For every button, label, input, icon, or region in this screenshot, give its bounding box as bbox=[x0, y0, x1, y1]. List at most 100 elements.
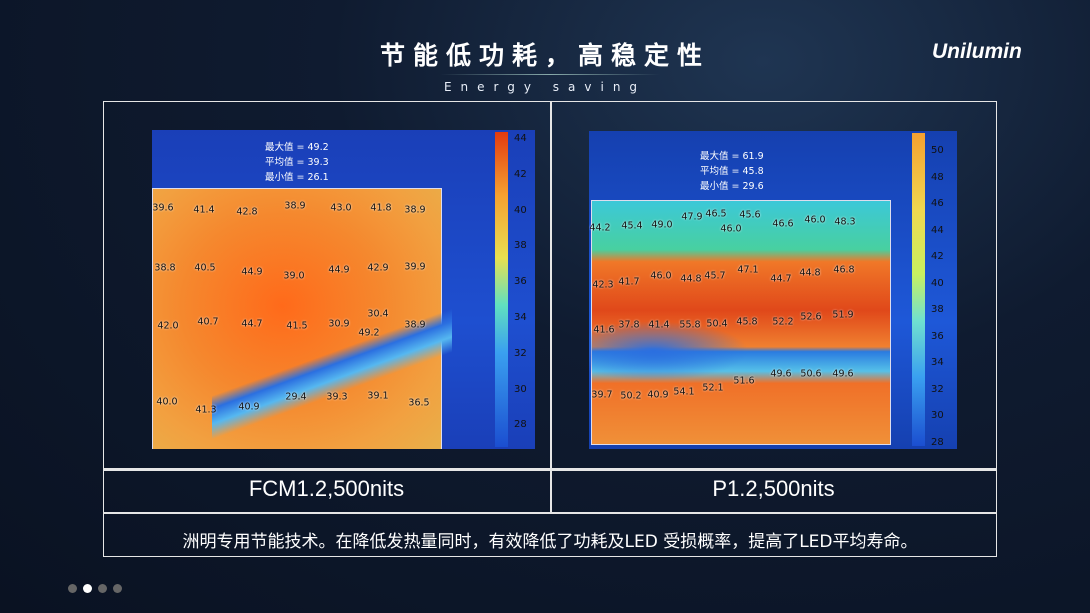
scale-tick: 42 bbox=[931, 251, 944, 262]
spot-label: 50.4 bbox=[706, 318, 728, 330]
spot-label: 49.6 bbox=[832, 368, 854, 380]
panel-label: P1.2,500nits bbox=[712, 476, 835, 501]
spot-label: 46.5 bbox=[705, 208, 727, 220]
spot-label: 39.6 bbox=[152, 202, 174, 214]
spot-label: 39.9 bbox=[404, 261, 426, 273]
spot-label: 50.2 bbox=[620, 390, 642, 402]
scale-tick: 34 bbox=[931, 357, 944, 368]
spot-label: 39.7 bbox=[591, 389, 613, 401]
spot-label: 30.9 bbox=[328, 318, 350, 330]
spot-label: 55.8 bbox=[679, 319, 701, 331]
page-dot[interactable] bbox=[68, 584, 77, 593]
page-dot[interactable] bbox=[113, 584, 122, 593]
spot-label: 38.9 bbox=[404, 204, 426, 216]
logo: Unilumin bbox=[932, 40, 1022, 63]
scale-tick: 38 bbox=[931, 304, 944, 315]
scale-tick: 32 bbox=[931, 383, 944, 395]
stat-label: 最小值 = 26.1 bbox=[265, 172, 329, 183]
spot-label: 46.8 bbox=[833, 264, 855, 276]
scale-tick: 28 bbox=[514, 419, 527, 431]
page-dot[interactable] bbox=[83, 584, 92, 593]
spot-label: 44.7 bbox=[770, 273, 792, 285]
spot-label: 38.8 bbox=[154, 262, 176, 274]
spot-label: 48.3 bbox=[834, 216, 856, 228]
spot-label: 54.1 bbox=[673, 386, 695, 398]
thermal-image: 最大值 = 61.9 平均值 = 45.8 最小值 = 29.6 50 48 46 44 42… bbox=[589, 131, 957, 449]
spot-label: 46.0 bbox=[804, 214, 826, 226]
spot-label: 45.6 bbox=[739, 209, 761, 221]
spot-label: 38.9 bbox=[284, 200, 306, 212]
spot-label: 49.6 bbox=[770, 368, 792, 380]
divider bbox=[440, 74, 660, 75]
scale-tick: 36 bbox=[514, 276, 527, 288]
spot-label: 40.7 bbox=[197, 316, 219, 328]
spot-label: 40.9 bbox=[647, 389, 669, 401]
panel-label: FCM1.2,500nits bbox=[248, 476, 405, 501]
spot-label: 39.3 bbox=[326, 391, 348, 403]
spot-label: 41.4 bbox=[193, 204, 215, 216]
spot-label: 52.6 bbox=[800, 311, 822, 323]
scale-tick: 46 bbox=[931, 198, 944, 209]
spot-label: 29.4 bbox=[285, 391, 307, 403]
scale-tick: 40 bbox=[931, 277, 944, 289]
spot-label: 39.1 bbox=[367, 390, 389, 402]
spot-label: 45.4 bbox=[621, 220, 643, 232]
spot-label: 52.2 bbox=[772, 316, 794, 328]
stat-label: 最小值 = 29.6 bbox=[700, 181, 764, 192]
spot-label: 39.0 bbox=[283, 270, 305, 282]
stat-label: 最大值 = 61.9 bbox=[700, 151, 764, 162]
scale-tick: 38 bbox=[514, 240, 527, 252]
spot-label: 46.0 bbox=[650, 270, 672, 282]
spot-label: 47.1 bbox=[737, 264, 759, 276]
scale-tick: 50 bbox=[931, 145, 944, 156]
subtitle: Energy saving bbox=[443, 80, 647, 94]
spot-label: 44.8 bbox=[680, 273, 702, 285]
scale-tick: 30 bbox=[931, 410, 944, 421]
spot-label: 49.2 bbox=[358, 327, 380, 339]
spot-label: 42.3 bbox=[592, 279, 614, 291]
scale-tick: 30 bbox=[514, 383, 527, 395]
scale-tick: 32 bbox=[514, 347, 527, 359]
spot-label: 41.3 bbox=[195, 404, 217, 416]
v-line bbox=[550, 101, 552, 512]
heat-cool-zone bbox=[589, 321, 749, 381]
spot-label: 45.8 bbox=[736, 316, 758, 328]
scale-tick: 44 bbox=[514, 133, 527, 144]
spot-label: 44.7 bbox=[241, 318, 263, 330]
spot-label: 52.1 bbox=[702, 382, 724, 394]
spot-label: 49.0 bbox=[651, 219, 673, 231]
spot-label: 51.9 bbox=[832, 309, 854, 321]
stat-label: 最大值 = 49.2 bbox=[265, 142, 329, 153]
color-scale bbox=[495, 132, 508, 447]
thermal-image: 最大值 = 49.2 平均值 = 39.3 最小值 = 26.1 44 42 40 38 36… bbox=[152, 130, 535, 449]
spot-label: 41.7 bbox=[618, 276, 640, 288]
spot-label: 44.9 bbox=[241, 266, 263, 278]
spot-label: 46.0 bbox=[720, 223, 742, 235]
page-dot[interactable] bbox=[98, 584, 107, 593]
scale-tick: 34 bbox=[514, 312, 527, 323]
stat-label: 平均值 = 39.3 bbox=[265, 157, 329, 168]
spot-label: 30.4 bbox=[367, 308, 389, 320]
spot-label: 47.9 bbox=[681, 211, 703, 223]
spot-label: 46.6 bbox=[772, 218, 794, 230]
scale-tick: 28 bbox=[931, 436, 944, 448]
scale-tick: 44 bbox=[931, 224, 944, 236]
spot-label: 40.9 bbox=[238, 401, 260, 413]
spot-label: 44.8 bbox=[799, 267, 821, 279]
spot-label: 51.6 bbox=[733, 375, 755, 387]
spot-label: 44.9 bbox=[328, 264, 350, 276]
spot-label: 43.0 bbox=[330, 202, 352, 214]
spot-label: 45.7 bbox=[704, 270, 726, 282]
spot-label: 42.9 bbox=[367, 262, 389, 274]
spot-label: 40.0 bbox=[156, 396, 178, 408]
stat-label: 平均值 = 45.8 bbox=[700, 166, 764, 177]
spot-label: 41.8 bbox=[370, 202, 392, 214]
spot-label: 40.5 bbox=[194, 262, 216, 274]
heat-cool-zone bbox=[212, 280, 452, 449]
spot-label: 41.4 bbox=[648, 319, 670, 331]
spot-label: 41.6 bbox=[593, 324, 615, 336]
spot-label: 50.6 bbox=[800, 368, 822, 380]
spot-label: 38.9 bbox=[404, 319, 426, 331]
scale-tick: 36 bbox=[931, 330, 944, 342]
scale-tick: 40 bbox=[514, 204, 527, 216]
